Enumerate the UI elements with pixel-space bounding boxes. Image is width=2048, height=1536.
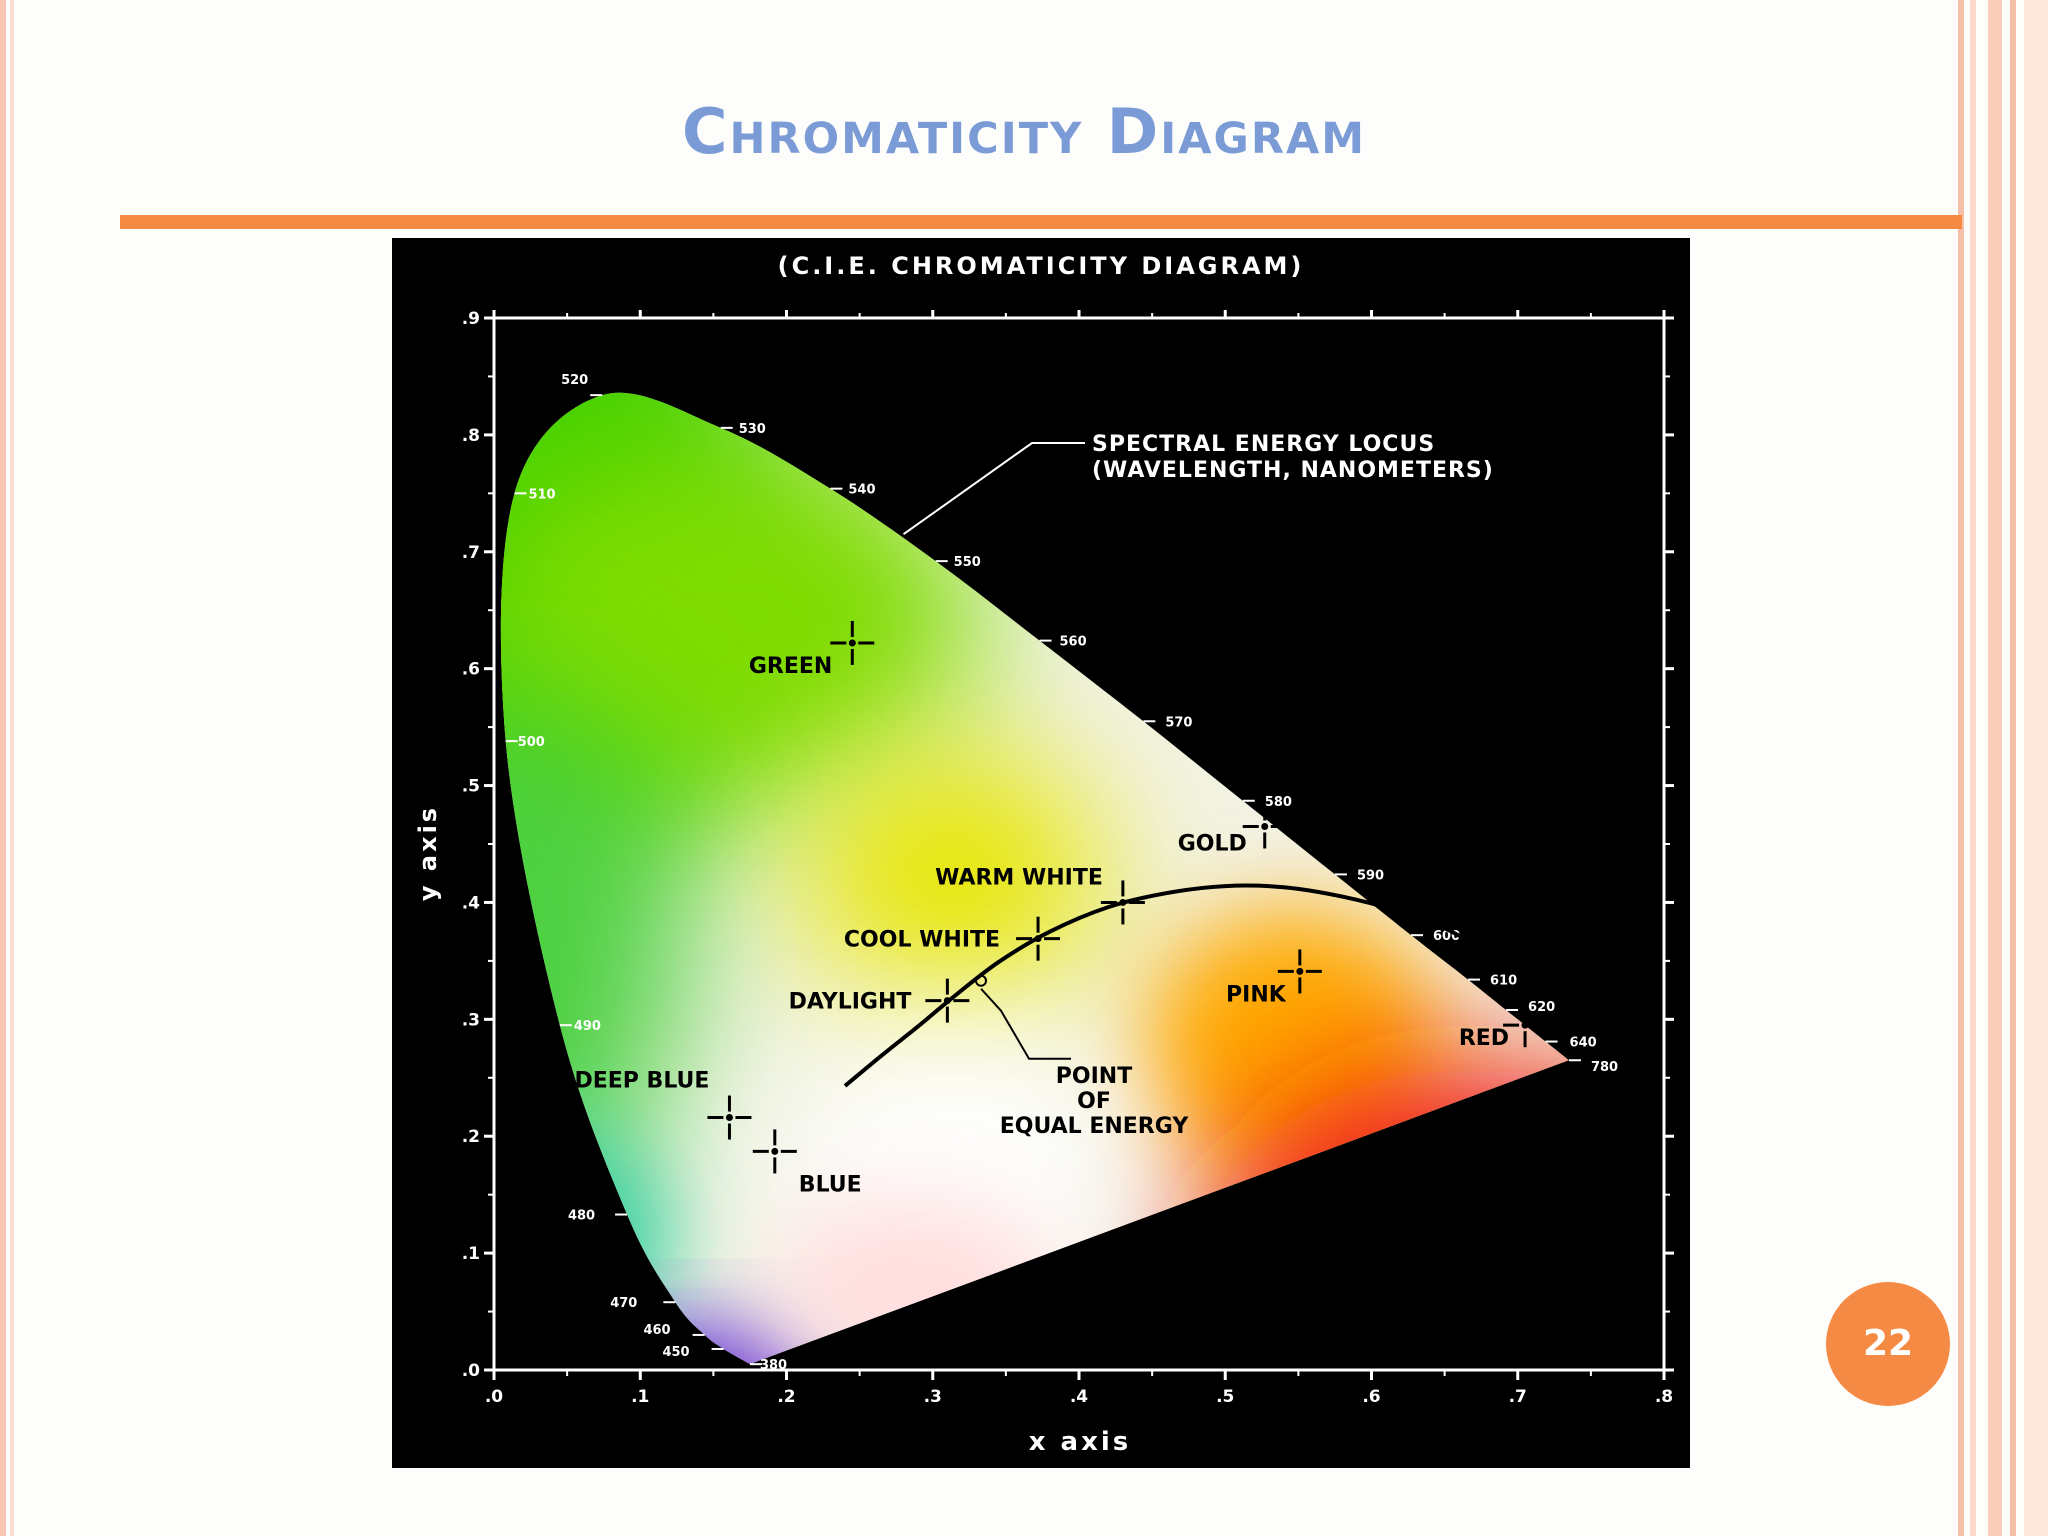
color-gamut-region bbox=[500, 392, 1569, 1365]
marker-dot bbox=[943, 997, 951, 1005]
wavelength-label: 780 bbox=[1591, 1060, 1618, 1075]
marker-label: DAYLIGHT bbox=[789, 990, 912, 1015]
marker-dot bbox=[771, 1147, 779, 1155]
marker-daylight: DAYLIGHT bbox=[789, 978, 970, 1023]
equal-energy-line3: EQUAL ENERGY bbox=[1000, 1114, 1190, 1139]
y-tick-label: .8 bbox=[462, 426, 480, 446]
marker-label: BLUE bbox=[799, 1172, 862, 1197]
wavelength-label: 480 bbox=[568, 1209, 595, 1224]
y-tick-label: .2 bbox=[462, 1127, 480, 1147]
marker-label: GREEN bbox=[749, 654, 832, 679]
spectral-locus-callout: SPECTRAL ENERGY LOCUS (WAVELENGTH, NANOM… bbox=[902, 432, 1494, 536]
wavelength-label: 610 bbox=[1490, 974, 1517, 989]
equal-energy-line2: OF bbox=[1077, 1089, 1111, 1114]
slide-title: Chromaticity Diagram bbox=[681, 95, 1367, 168]
x-tick-label: .7 bbox=[1509, 1387, 1527, 1407]
marker-cool-white: COOL WHITE bbox=[844, 916, 1061, 961]
wavelength-label: 510 bbox=[528, 487, 555, 502]
wavelength-label: 380 bbox=[760, 1358, 787, 1373]
marker-pink: PINK bbox=[1226, 949, 1322, 1007]
y-tick-label: .6 bbox=[462, 660, 480, 680]
marker-label: PINK bbox=[1226, 982, 1287, 1007]
marker-dot bbox=[1296, 967, 1304, 975]
left-border-stripe bbox=[0, 0, 20, 1536]
x-tick-label: .2 bbox=[777, 1387, 795, 1407]
marker-label: WARM WHITE bbox=[935, 865, 1103, 890]
wavelength-label: 530 bbox=[739, 422, 766, 437]
locus-callout-line2: (WAVELENGTH, NANOMETERS) bbox=[1092, 458, 1494, 483]
wavelength-label: 590 bbox=[1357, 868, 1384, 883]
x-tick-label: .0 bbox=[485, 1387, 503, 1407]
marker-dot bbox=[1521, 1021, 1529, 1029]
wavelength-label: 620 bbox=[1528, 1000, 1555, 1015]
wavelength-label: 460 bbox=[643, 1323, 670, 1338]
marker-gold: GOLD bbox=[1178, 804, 1287, 856]
y-tick-label: .9 bbox=[462, 309, 480, 329]
wavelength-label: 470 bbox=[610, 1296, 637, 1311]
diagram-caption: (C.I.E. CHROMATICITY DIAGRAM) bbox=[778, 252, 1305, 280]
y-tick-label: .5 bbox=[462, 777, 480, 797]
y-tick-label: .1 bbox=[462, 1244, 480, 1264]
y-tick-label: .4 bbox=[462, 893, 480, 913]
wavelength-label: 450 bbox=[662, 1345, 689, 1360]
marker-label: GOLD bbox=[1178, 831, 1247, 856]
planckian-locus-curve bbox=[843, 883, 1490, 1088]
marker-dot bbox=[1119, 898, 1127, 906]
marker-dot bbox=[725, 1114, 733, 1122]
x-tick-label: .3 bbox=[924, 1387, 942, 1407]
gamut-color-blob bbox=[500, 438, 982, 798]
marker-label: RED bbox=[1459, 1026, 1509, 1051]
wavelength-label: 540 bbox=[848, 483, 875, 498]
marker-green: GREEN bbox=[749, 620, 875, 679]
marker-dot bbox=[1034, 935, 1042, 943]
title-underline bbox=[120, 215, 1962, 229]
wavelength-label: 520 bbox=[561, 373, 588, 388]
marker-label: DEEP BLUE bbox=[574, 1069, 709, 1094]
wavelength-label: 500 bbox=[518, 735, 545, 750]
marker-blue: BLUE bbox=[752, 1129, 862, 1197]
wavelength-label: 490 bbox=[574, 1019, 601, 1034]
x-tick-label: .1 bbox=[631, 1387, 649, 1407]
wavelength-label: 600 bbox=[1433, 929, 1460, 944]
right-border-stripes bbox=[1958, 0, 2048, 1536]
gamut-color-blob bbox=[500, 1358, 732, 1365]
equal-energy-callout: POINT OF EQUAL ENERGY bbox=[980, 988, 1190, 1139]
wavelength-labels: 380 450 460 470 480 490 500 510 520 530 540 550 560 5… bbox=[505, 373, 1618, 1373]
marker-red: RED bbox=[1459, 1003, 1548, 1051]
wavelength-label: 550 bbox=[954, 555, 981, 570]
y-tick-label: .0 bbox=[462, 1361, 480, 1381]
x-tick-label: .5 bbox=[1216, 1387, 1234, 1407]
wavelength-label: 570 bbox=[1165, 715, 1192, 730]
gamut-color-blob bbox=[1432, 1148, 1569, 1365]
cie-diagram-figure: (C.I.E. CHROMATICITY DIAGRAM) .0 .1 .2 .3 .4… bbox=[392, 238, 1690, 1468]
wavelength-label: 580 bbox=[1265, 795, 1292, 810]
x-tick-label: .8 bbox=[1655, 1387, 1673, 1407]
page-number-badge: 22 bbox=[1826, 1282, 1950, 1406]
axes-frame: .0 .1 .2 .3 .4 .5 .6 .7 .8 .0 .1 .2 .3 .4 .5 .6 .7 .8 .9 bbox=[462, 309, 1674, 1407]
equal-energy-line1: POINT bbox=[1056, 1064, 1132, 1089]
x-tick-label: .6 bbox=[1362, 1387, 1380, 1407]
x-axis-label: x axis bbox=[1029, 1427, 1132, 1457]
y-tick-label: .7 bbox=[462, 543, 480, 563]
marker-dot bbox=[1261, 822, 1269, 830]
cie-diagram-svg: (C.I.E. CHROMATICITY DIAGRAM) .0 .1 .2 .3 .4… bbox=[414, 252, 1674, 1457]
wavelength-label: 640 bbox=[1570, 1036, 1597, 1051]
x-tick-label: .4 bbox=[1070, 1387, 1088, 1407]
y-axis-label: y axis bbox=[414, 805, 442, 901]
color-point-markers: GREEN GOLD WARM WHITE COOL WHITE DAYLIGHT PIN… bbox=[574, 620, 1548, 1197]
marker-dot bbox=[848, 639, 856, 647]
marker-warm-white: WARM WHITE bbox=[935, 865, 1145, 925]
equal-energy-marker bbox=[975, 974, 988, 987]
gamut-color-blob bbox=[772, 1198, 1052, 1365]
marker-label: COOL WHITE bbox=[844, 928, 1000, 953]
locus-callout-line1: SPECTRAL ENERGY LOCUS bbox=[1092, 432, 1435, 457]
marker-deep-blue: DEEP BLUE bbox=[574, 1069, 752, 1140]
y-tick-label: .3 bbox=[462, 1010, 480, 1030]
wavelength-label: 560 bbox=[1060, 635, 1087, 650]
